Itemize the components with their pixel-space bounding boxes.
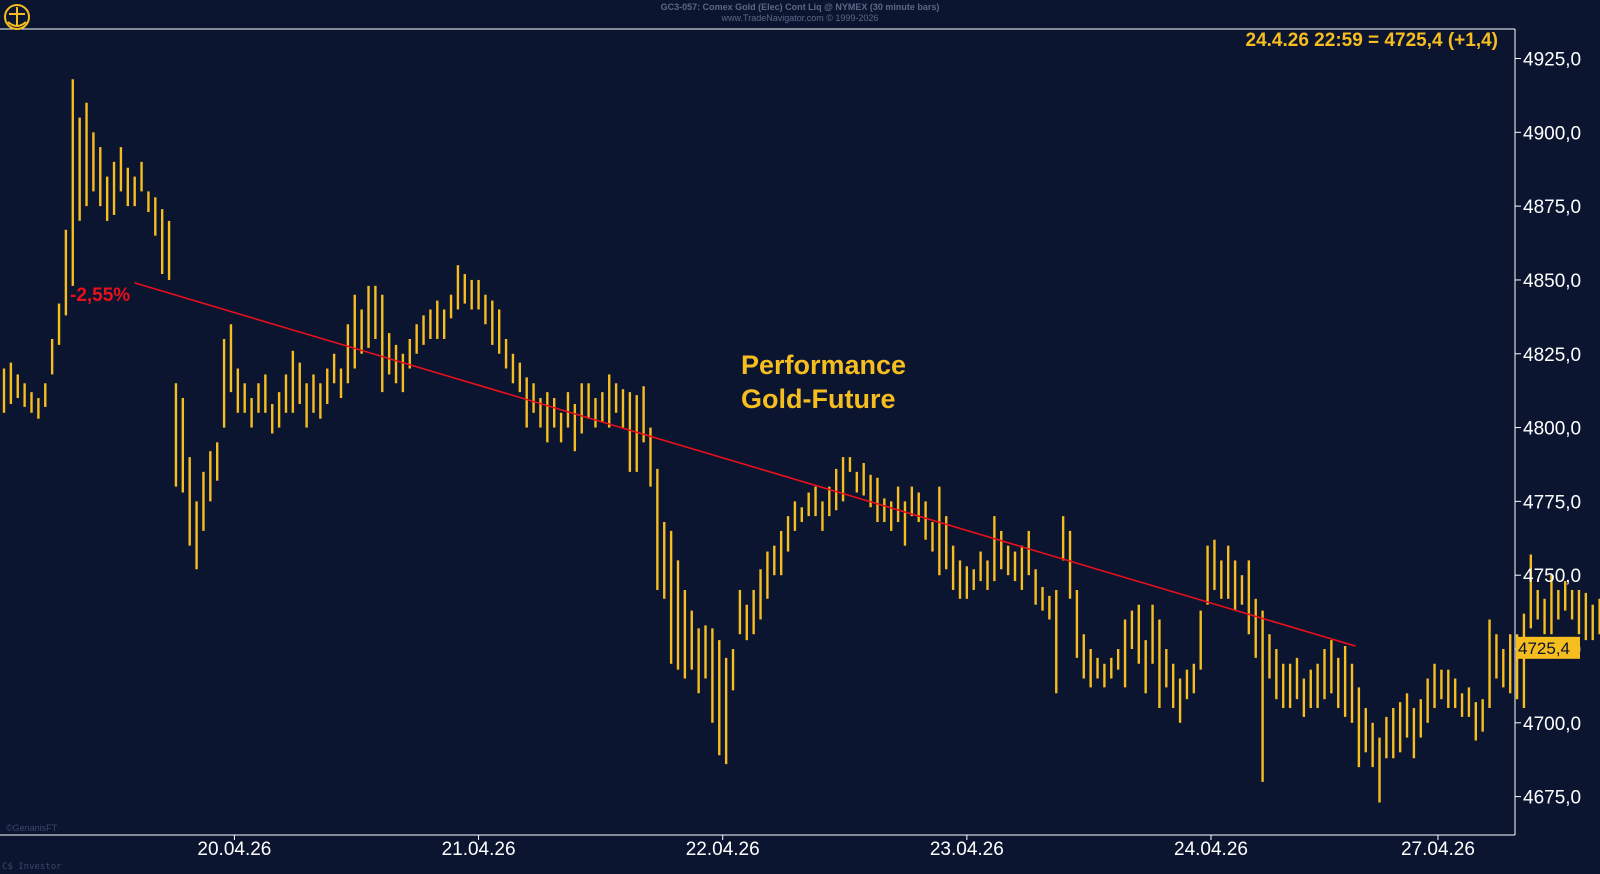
y-tick-label: 4750,0 bbox=[1523, 566, 1581, 587]
y-tick-label: 4675,0 bbox=[1523, 788, 1581, 809]
last-quote-label: 24.4.26 22:59 = 4725,4 (+1,4) bbox=[1246, 30, 1498, 51]
y-tick-label: 4700,0 bbox=[1523, 714, 1581, 735]
trend-annotation: -2,55% bbox=[70, 285, 130, 306]
x-tick-label: 20.04.26 bbox=[197, 839, 271, 860]
y-tick-label: 4825,0 bbox=[1523, 345, 1581, 366]
x-tick-label: 27.04.26 bbox=[1401, 839, 1475, 860]
y-tick-label: 4900,0 bbox=[1523, 123, 1581, 144]
last-value-marker: 4725,4 bbox=[1516, 636, 1580, 659]
chart-title-line: Gold-Future bbox=[741, 384, 895, 414]
y-tick-label: 4800,0 bbox=[1523, 419, 1581, 440]
copyright-text: ©GenanisFT bbox=[6, 823, 58, 833]
y-tick-label: 4925,0 bbox=[1523, 50, 1581, 71]
y-tick-label: 4775,0 bbox=[1523, 492, 1581, 513]
last-value-text: 4725,4 bbox=[1518, 639, 1570, 658]
chart-title-line: Performance bbox=[741, 350, 906, 380]
last-value-box bbox=[1516, 636, 1580, 659]
chart-header-symbol: GC3-057: Comex Gold (Elec) Cont Liq @ NY… bbox=[660, 2, 940, 12]
x-tick-label: 23.04.26 bbox=[930, 839, 1004, 860]
x-tick-label: 22.04.26 bbox=[686, 839, 760, 860]
y-tick-label: 4850,0 bbox=[1523, 271, 1581, 292]
chart-header-source: www.TradeNavigator.com © 1999-2026 bbox=[721, 13, 879, 23]
chart-title: Performance Gold-Future bbox=[741, 350, 906, 414]
x-tick-label: 21.04.26 bbox=[442, 839, 516, 860]
corner-label: C$ Investor bbox=[2, 862, 62, 872]
plot-frame bbox=[0, 28, 1516, 836]
price-bars bbox=[2, 79, 1600, 803]
x-tick-label: 24.04.26 bbox=[1174, 839, 1248, 860]
x-axis: 20.04.26 21.04.26 22.04.26 23.04.26 24.04.26… bbox=[197, 835, 1475, 860]
trendline bbox=[134, 282, 1356, 647]
y-tick-label: 4875,0 bbox=[1523, 197, 1581, 218]
logo-icon bbox=[2, 2, 32, 32]
